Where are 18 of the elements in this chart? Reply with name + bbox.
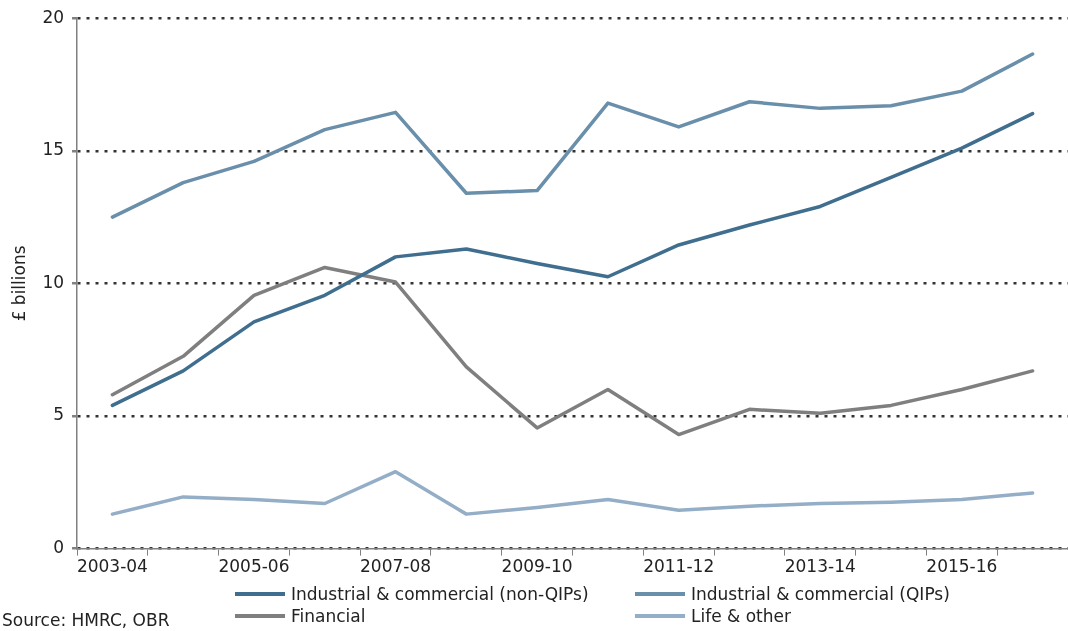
y-axis-title: £ billions <box>8 245 29 322</box>
legend-label: Life & other <box>691 606 791 626</box>
x-tick-label: 2015-16 <box>926 556 998 577</box>
x-tick-label: 2005-06 <box>218 556 290 577</box>
y-tick-label: 10 <box>42 271 65 292</box>
x-tick-label: 2003-04 <box>76 556 148 577</box>
source-note: Source: HMRC, OBR <box>2 610 170 630</box>
x-tick-label: 2011-12 <box>643 556 715 577</box>
legend-label: Industrial & commercial (QIPs) <box>691 584 950 604</box>
x-tick-label: 2007-08 <box>360 556 432 577</box>
x-tick-label: 2009-10 <box>501 556 573 577</box>
x-tick-label: 2013-14 <box>784 556 856 577</box>
y-tick-label: 20 <box>42 6 65 27</box>
legend-label: Financial <box>291 606 366 626</box>
y-tick-label: 15 <box>42 139 65 160</box>
y-tick-label: 0 <box>53 537 65 558</box>
y-tick-label: 5 <box>53 404 65 425</box>
legend-label: Industrial & commercial (non-QIPs) <box>291 584 589 604</box>
